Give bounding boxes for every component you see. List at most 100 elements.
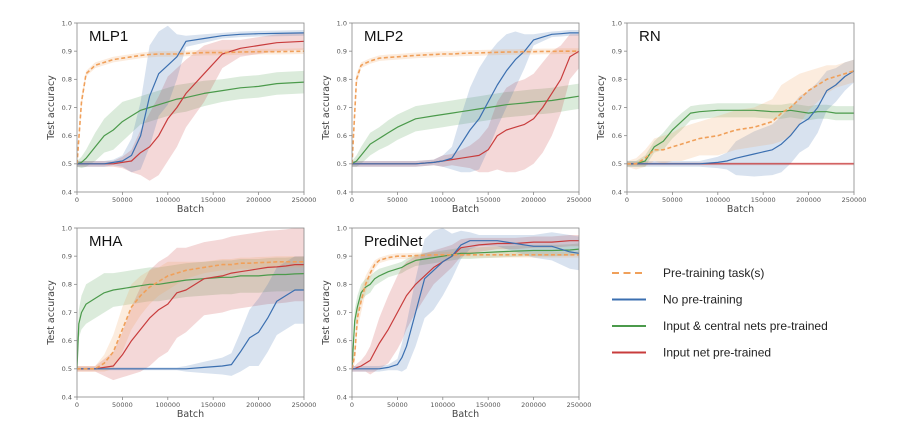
x-tick-label: 50000 [387, 196, 408, 204]
x-tick-label: 50000 [112, 401, 133, 409]
panel-title: MLP2 [364, 28, 403, 45]
panel-title: MHA [89, 233, 122, 250]
panel-predinet: 0.4 0.5 0.6 0.7 0.8 0.9 1.0 0 50000 100000 150000 2… [321, 224, 591, 420]
x-tick-label: 100000 [430, 196, 455, 204]
y-tick-label: 0.5 [337, 365, 347, 373]
line-pretrain [77, 50, 304, 164]
legend-item-none: No pre-training [612, 293, 742, 307]
legend-item-input_central: Input & central nets pre-trained [612, 319, 828, 333]
y-tick-label: 0.8 [62, 76, 72, 84]
y-tick-label: 0.6 [62, 132, 72, 140]
panel-rn: 0.4 0.5 0.6 0.7 0.8 0.9 1.0 0 50000 100000 150000 2… [596, 19, 866, 215]
y-tick-label: 0.7 [62, 104, 72, 112]
x-tick-label: 50000 [387, 401, 408, 409]
x-axis-label: Batch [177, 409, 204, 420]
y-tick-label: 0.9 [612, 47, 622, 55]
y-tick-label: 0.7 [337, 309, 347, 317]
y-tick-label: 0.9 [62, 47, 72, 55]
x-tick-label: 250000 [567, 196, 592, 204]
x-tick-label: 100000 [155, 401, 180, 409]
x-tick-label: 150000 [476, 196, 501, 204]
x-tick-label: 150000 [201, 196, 226, 204]
panel-title: PrediNet [364, 233, 423, 250]
legend-label: Input & central nets pre-trained [663, 319, 828, 333]
plot-area [627, 59, 854, 177]
y-tick-label: 0.9 [337, 252, 347, 260]
x-tick-label: 200000 [796, 196, 821, 204]
x-tick-label: 200000 [246, 196, 271, 204]
panel-mlp2: 0.4 0.5 0.6 0.7 0.8 0.9 1.0 0 50000 100000 150000 2… [321, 19, 591, 215]
x-tick-label: 200000 [246, 401, 271, 409]
line-none [77, 289, 304, 370]
y-tick-label: 1.0 [62, 19, 72, 27]
legend: Pre-training task(s) No pre-training Input… [612, 266, 828, 360]
legend-item-input: Input net pre-trained [612, 346, 771, 360]
legend-item-pretrain: Pre-training task(s) [612, 266, 764, 280]
y-tick-label: 0.6 [337, 132, 347, 140]
y-tick-label: 1.0 [337, 19, 347, 27]
y-tick-label: 0.9 [337, 47, 347, 55]
y-tick-label: 0.5 [62, 160, 72, 168]
x-tick-label: 250000 [567, 401, 592, 409]
y-tick-label: 1.0 [62, 224, 72, 232]
band-pretrain [352, 251, 579, 372]
x-tick-label: 250000 [292, 196, 317, 204]
panel-title: MLP1 [89, 28, 128, 45]
legend-label: No pre-training [663, 293, 742, 307]
y-tick-label: 0.7 [337, 104, 347, 112]
line-input_central [352, 95, 579, 165]
line-pretrain [627, 70, 854, 165]
legend-label: Pre-training task(s) [663, 266, 764, 280]
y-tick-label: 0.4 [337, 188, 347, 196]
y-tick-label: 0.6 [337, 337, 347, 345]
plot-area [352, 228, 579, 375]
x-tick-label: 0 [75, 196, 79, 204]
x-tick-label: 100000 [430, 401, 455, 409]
y-tick-label: 0.8 [62, 281, 72, 289]
band-none [352, 30, 579, 173]
y-tick-label: 0.8 [337, 76, 347, 84]
x-tick-label: 0 [350, 196, 354, 204]
x-axis-label: Batch [452, 409, 479, 420]
y-tick-label: 0.4 [612, 188, 622, 196]
band-input [352, 235, 579, 375]
y-tick-label: 0.8 [337, 281, 347, 289]
x-axis-label: Batch [452, 204, 479, 215]
x-tick-label: 150000 [201, 401, 226, 409]
line-none [77, 32, 304, 165]
y-tick-label: 0.8 [612, 76, 622, 84]
y-tick-label: 1.0 [612, 19, 622, 27]
x-tick-label: 100000 [155, 196, 180, 204]
y-tick-label: 0.7 [62, 309, 72, 317]
line-input_central [77, 273, 304, 369]
x-axis-label: Batch [727, 204, 754, 215]
y-tick-label: 0.4 [62, 393, 72, 401]
line-none [627, 70, 854, 165]
x-tick-label: 0 [350, 401, 354, 409]
y-tick-label: 0.4 [337, 393, 347, 401]
line-input_central [352, 248, 579, 369]
panel-mlp1: 0.4 0.5 0.6 0.7 0.8 0.9 1.0 0 50000 100000 150000 2… [46, 19, 316, 215]
line-input_central [77, 81, 304, 165]
line-input_central [627, 109, 854, 165]
x-tick-label: 50000 [662, 196, 683, 204]
y-axis-label: Test accuracy [321, 75, 332, 141]
x-tick-label: 150000 [476, 401, 501, 409]
plot-area [77, 25, 304, 181]
y-tick-label: 0.5 [62, 365, 72, 373]
y-tick-label: 0.7 [612, 104, 622, 112]
x-tick-label: 150000 [751, 196, 776, 204]
x-tick-label: 200000 [521, 401, 546, 409]
band-input [77, 228, 304, 381]
band-input_central [352, 83, 579, 167]
line-none [352, 240, 579, 370]
line-none [352, 32, 579, 165]
x-tick-label: 200000 [521, 196, 546, 204]
band-none [77, 256, 304, 376]
band-none [627, 59, 854, 177]
panel-mha: 0.4 0.5 0.6 0.7 0.8 0.9 1.0 0 50000 100000 150000 2… [46, 224, 316, 420]
band-input [352, 34, 579, 173]
y-tick-label: 0.4 [62, 188, 72, 196]
y-tick-label: 0.9 [62, 252, 72, 260]
